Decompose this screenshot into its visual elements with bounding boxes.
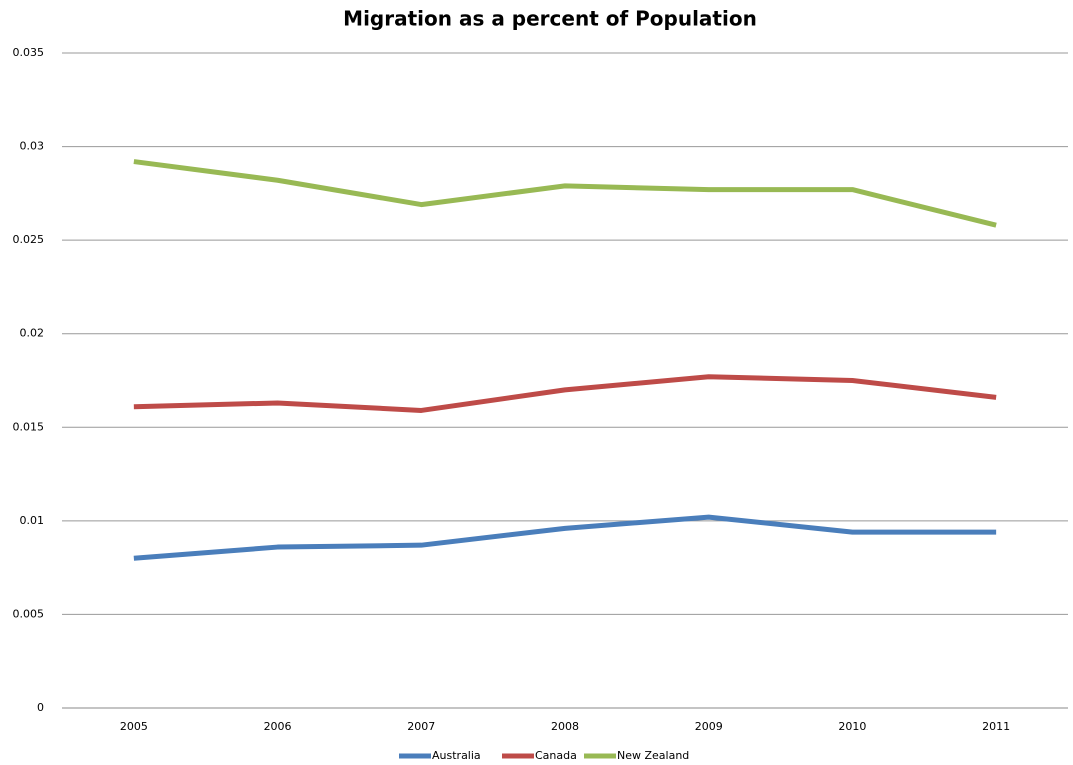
- x-tick-label: 2006: [264, 720, 292, 733]
- series-line: [133, 514, 997, 561]
- x-tick-label: 2009: [695, 720, 723, 733]
- y-tick-label: 0.005: [13, 607, 45, 620]
- chart-title: Migration as a percent of Population: [343, 7, 757, 31]
- y-tick-label: 0.03: [20, 140, 45, 153]
- series-line: [133, 159, 997, 228]
- x-tick-label: 2005: [120, 720, 148, 733]
- y-tick-label: 0.035: [13, 46, 45, 59]
- y-tick-label: 0.02: [20, 327, 45, 340]
- x-tick-label: 2010: [838, 720, 866, 733]
- x-tick-label: 2008: [551, 720, 579, 733]
- y-tick-label: 0.015: [13, 420, 45, 433]
- legend-label: Australia: [432, 749, 481, 762]
- y-tick-label: 0: [37, 701, 44, 714]
- y-tick-label: 0.01: [20, 514, 45, 527]
- x-tick-label: 2011: [982, 720, 1010, 733]
- legend-label: New Zealand: [617, 749, 689, 762]
- series-line: [133, 374, 997, 413]
- y-tick-label: 0.025: [13, 233, 45, 246]
- x-tick-label: 2007: [407, 720, 435, 733]
- legend-label: Canada: [535, 749, 577, 762]
